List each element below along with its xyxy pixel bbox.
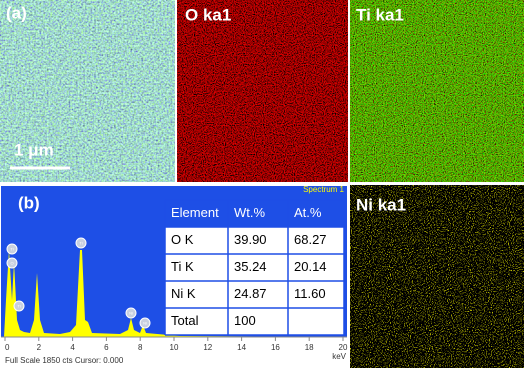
table-cell: Ti K xyxy=(171,259,194,274)
peak-label: Ni xyxy=(129,311,133,316)
x-tick-label: 10 xyxy=(170,343,179,352)
peak-marker xyxy=(13,300,25,312)
map-o xyxy=(177,0,348,182)
x-tick-label: 4 xyxy=(70,343,75,352)
map-title: Ni ka1 xyxy=(356,195,406,214)
x-tick-label: 0 xyxy=(5,343,10,352)
x-tick-label: 16 xyxy=(271,343,280,352)
table-cell: Total xyxy=(171,313,199,328)
panel-label: (a) xyxy=(6,3,27,22)
table-header: Wt.% xyxy=(234,205,265,220)
table-header-bg xyxy=(165,200,344,227)
x-tick-label: 6 xyxy=(104,343,109,352)
x-tick-label: 14 xyxy=(237,343,246,352)
map-ni xyxy=(350,185,524,368)
peak-label: Ti xyxy=(10,247,13,252)
peak-label: Ti xyxy=(17,304,20,309)
table-header: Element xyxy=(171,205,219,220)
table-cell: 68.27 xyxy=(294,232,327,247)
panel-label: (b) xyxy=(18,193,40,212)
peak-label: Ti xyxy=(79,241,82,246)
table-cell: O K xyxy=(171,232,194,247)
table-cell: 24.87 xyxy=(234,286,267,301)
table-cell: Ni K xyxy=(171,286,196,301)
map-combined xyxy=(0,0,175,182)
x-unit: keV xyxy=(332,352,346,361)
x-tick-label: 20 xyxy=(339,343,348,352)
peak-marker xyxy=(75,237,87,249)
peak-marker xyxy=(6,243,18,255)
x-tick-label: 8 xyxy=(138,343,143,352)
map-title: Ti ka1 xyxy=(356,5,404,24)
x-tick-label: 12 xyxy=(203,343,212,352)
spectrum-footer: Full Scale 1850 cts Cursor: 0.000 xyxy=(5,356,124,365)
peak-label: O xyxy=(10,261,13,266)
table-cell: 39.90 xyxy=(234,232,267,247)
table-header: At.% xyxy=(294,205,322,220)
peak-marker xyxy=(125,307,137,319)
peak-label: Ni xyxy=(143,321,147,326)
spectrum-curve xyxy=(4,250,343,337)
peak-marker xyxy=(6,257,18,269)
peak-marker xyxy=(139,317,151,329)
spectrum-title: Spectrum 1 xyxy=(303,185,344,194)
table-cell: 20.14 xyxy=(294,259,327,274)
x-tick-label: 2 xyxy=(37,343,42,352)
map-ti xyxy=(350,0,524,182)
scale-bar-label: 1 μm xyxy=(14,140,54,159)
table-cell: 11.60 xyxy=(294,286,326,301)
map-title: O ka1 xyxy=(185,5,231,24)
x-tick-label: 18 xyxy=(305,343,314,352)
table-cell: 100 xyxy=(234,313,256,328)
table-cell: 35.24 xyxy=(234,259,267,274)
